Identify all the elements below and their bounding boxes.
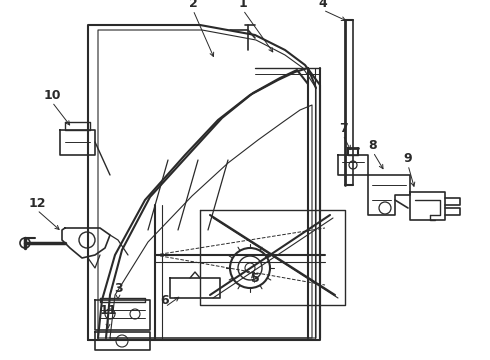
Text: 1: 1 [239,0,247,10]
Text: 4: 4 [318,0,327,10]
Text: 3: 3 [114,282,122,295]
Text: 9: 9 [404,152,412,165]
Text: 5: 5 [250,272,259,285]
Text: 6: 6 [161,294,170,307]
Text: 8: 8 [368,139,377,152]
Text: 11: 11 [99,304,117,317]
Text: 12: 12 [28,197,46,210]
Text: 7: 7 [339,122,347,135]
Text: 10: 10 [43,89,61,102]
Text: 2: 2 [189,0,197,10]
